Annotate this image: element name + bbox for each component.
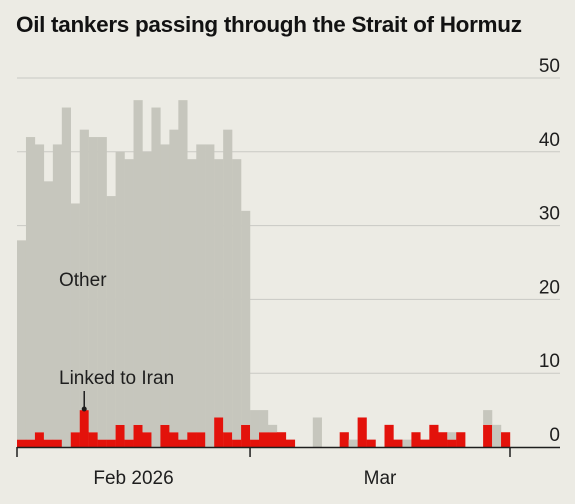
bar-linked-to-iran <box>124 439 134 447</box>
bar-linked-to-iran <box>384 424 394 447</box>
bar-other <box>492 424 502 447</box>
bar-other <box>151 107 161 448</box>
bar-other <box>133 100 143 425</box>
bar-other <box>402 439 412 447</box>
bar-linked-to-iran <box>142 432 152 447</box>
annotation-linked-to-iran: Linked to Iran <box>59 368 174 389</box>
bar-other <box>115 151 125 425</box>
y-tick-label: 10 <box>539 351 560 372</box>
bar-other <box>196 144 206 433</box>
bar-linked-to-iran <box>106 439 116 447</box>
bar-linked-to-iran <box>438 432 448 447</box>
bar-other <box>483 410 493 425</box>
bar-linked-to-iran <box>429 424 439 447</box>
bar-linked-to-iran <box>214 417 224 447</box>
bar-linked-to-iran <box>79 410 89 447</box>
bar-linked-to-iran <box>70 432 80 447</box>
y-tick-label: 40 <box>539 130 560 151</box>
bar-linked-to-iran <box>447 439 457 447</box>
bar-other <box>205 144 215 448</box>
bar-linked-to-iran <box>259 432 269 447</box>
bars <box>17 100 511 448</box>
bar-linked-to-iran <box>411 432 421 447</box>
bar-linked-to-iran <box>357 417 367 447</box>
bar-other <box>232 159 242 440</box>
bar-other <box>61 107 71 448</box>
bar-other <box>267 424 278 433</box>
bar-linked-to-iran <box>285 439 296 447</box>
bar-other <box>178 100 188 440</box>
bar-other <box>52 144 63 440</box>
bar-linked-to-iran <box>483 424 493 447</box>
annotation-other: Other <box>59 270 107 291</box>
y-axis-ticks: 0 10 20 30 40 50 <box>539 56 560 446</box>
bar-other <box>214 159 224 418</box>
x-tick-label: Feb 2026 <box>93 468 173 489</box>
bar-linked-to-iran <box>366 439 376 447</box>
bar-other <box>348 439 358 447</box>
bar-linked-to-iran <box>52 439 63 447</box>
bar-other <box>25 137 36 440</box>
bar-linked-to-iran <box>43 439 54 447</box>
bar-other <box>106 196 116 440</box>
bar-linked-to-iran <box>160 424 170 447</box>
bar-other <box>160 144 170 425</box>
bar-other <box>169 129 179 433</box>
bar-other <box>250 410 260 440</box>
bar-other <box>447 432 457 440</box>
y-tick-label: 50 <box>539 56 560 77</box>
bar-linked-to-iran <box>241 424 251 447</box>
bar-linked-to-iran <box>97 439 107 447</box>
chart-title: Oil tankers passing through the Strait o… <box>16 12 522 37</box>
y-tick-label: 30 <box>539 204 560 225</box>
bar-other <box>312 417 322 447</box>
bar-linked-to-iran <box>115 424 125 447</box>
bar-linked-to-iran <box>17 439 27 447</box>
bar-linked-to-iran <box>250 439 260 447</box>
annotation-dot <box>81 406 87 412</box>
y-tick-label: 20 <box>539 277 560 298</box>
bar-linked-to-iran <box>232 439 242 447</box>
bar-other <box>124 159 134 440</box>
bar-other <box>88 137 98 433</box>
bar-linked-to-iran <box>267 432 278 447</box>
x-axis: Feb 2026 Mar <box>16 446 560 489</box>
bar-other <box>17 240 27 440</box>
bar-linked-to-iran <box>169 432 179 447</box>
bar-other <box>34 144 45 433</box>
y-tick-label: 0 <box>549 425 560 446</box>
bar-other <box>79 129 89 411</box>
bar-other <box>223 129 233 433</box>
bar-other <box>97 137 107 440</box>
bar-linked-to-iran <box>178 439 188 447</box>
bar-linked-to-iran <box>196 432 206 447</box>
bar-linked-to-iran <box>25 439 36 447</box>
bar-linked-to-iran <box>276 432 287 447</box>
bar-linked-to-iran <box>133 424 143 447</box>
bar-other <box>259 410 269 433</box>
bar-linked-to-iran <box>420 439 430 447</box>
x-tick-label: Mar <box>364 468 397 489</box>
bar-linked-to-iran <box>187 432 197 447</box>
bar-other <box>241 210 251 425</box>
bar-linked-to-iran <box>223 432 233 447</box>
bar-linked-to-iran <box>88 432 98 447</box>
bar-other <box>142 151 152 433</box>
bar-linked-to-iran <box>501 432 511 447</box>
bar-linked-to-iran <box>339 432 349 447</box>
bar-linked-to-iran <box>34 432 45 447</box>
bar-other <box>43 181 54 440</box>
bar-linked-to-iran <box>456 432 466 447</box>
annotations: Other Linked to Iran <box>59 270 174 412</box>
bar-linked-to-iran <box>393 439 403 447</box>
bar-other <box>70 203 80 433</box>
bar-other <box>187 159 197 433</box>
